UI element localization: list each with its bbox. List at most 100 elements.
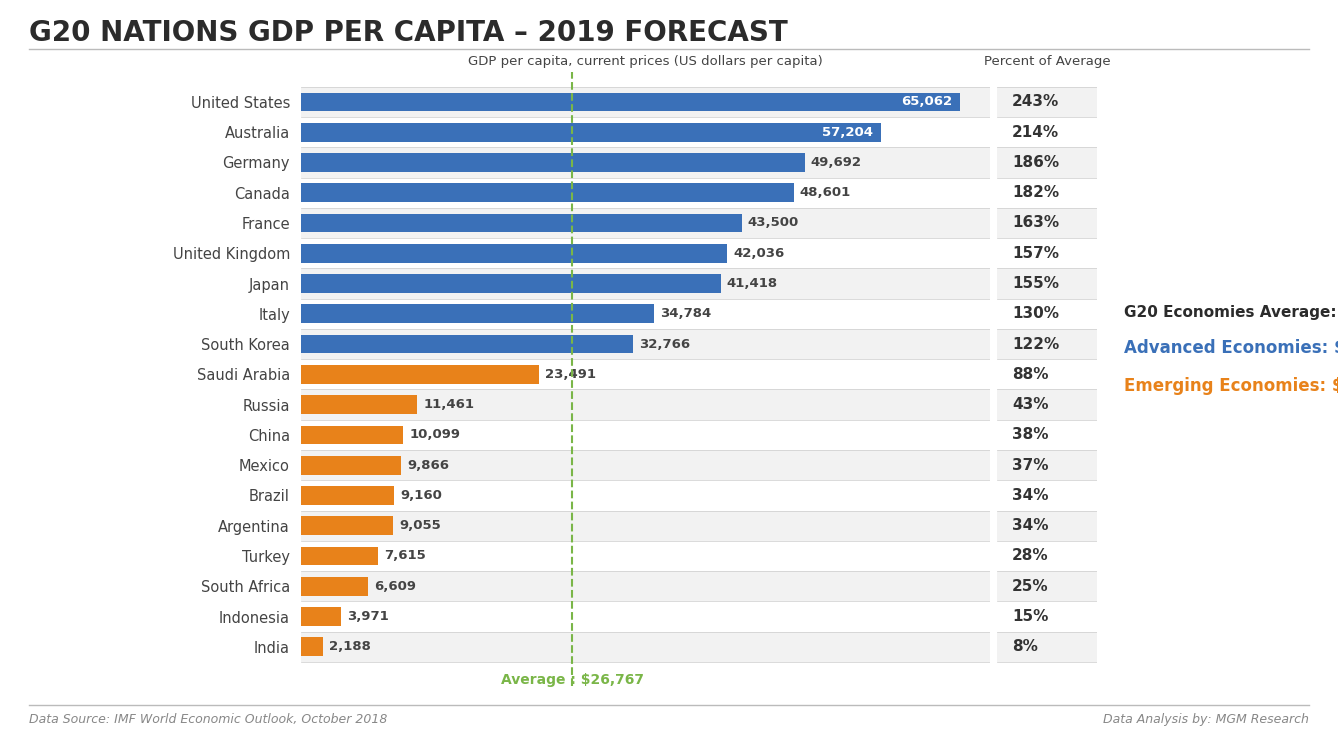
Text: 23,491: 23,491 (545, 368, 597, 381)
Text: 214%: 214% (1012, 124, 1058, 139)
Text: 42,036: 42,036 (733, 247, 784, 260)
Bar (997, 390, 1097, 420)
Bar (0, 87, 990, 117)
Bar (301, 365, 539, 384)
Bar (997, 632, 1097, 662)
Text: 2,188: 2,188 (329, 640, 371, 653)
Bar (0, 147, 990, 178)
Text: 186%: 186% (1012, 155, 1058, 170)
Text: 11,461: 11,461 (423, 398, 474, 411)
Text: 65,062: 65,062 (900, 96, 953, 109)
Bar (997, 359, 1097, 390)
Bar (997, 87, 1097, 117)
Bar (0, 268, 990, 299)
Text: 122%: 122% (1012, 336, 1060, 351)
Text: 3,971: 3,971 (348, 610, 389, 623)
Text: 88%: 88% (1012, 367, 1049, 382)
Bar (301, 425, 403, 444)
Text: 57,204: 57,204 (822, 126, 872, 139)
Bar (301, 395, 417, 414)
Text: 34%: 34% (1012, 488, 1049, 503)
Bar (997, 450, 1097, 480)
Text: 130%: 130% (1012, 306, 1058, 321)
Text: 9,055: 9,055 (399, 520, 440, 532)
Text: 157%: 157% (1012, 246, 1058, 261)
Text: Average : $26,767: Average : $26,767 (500, 673, 644, 687)
Bar (997, 117, 1097, 147)
Bar (0, 602, 990, 632)
Bar (0, 178, 990, 208)
Bar (0, 450, 990, 480)
Text: 28%: 28% (1012, 548, 1049, 563)
Bar (301, 516, 393, 535)
Bar (301, 607, 341, 626)
Bar (997, 178, 1097, 208)
Bar (0, 359, 990, 390)
Bar (997, 238, 1097, 268)
Text: 43,500: 43,500 (748, 216, 799, 229)
Text: 43%: 43% (1012, 397, 1049, 412)
Bar (997, 541, 1097, 571)
Bar (301, 274, 721, 293)
Bar (0, 510, 990, 541)
Text: G20 Economies Average:: G20 Economies Average: (1124, 305, 1337, 320)
Bar (0, 571, 990, 602)
Bar (997, 480, 1097, 510)
Bar (0, 390, 990, 420)
Text: Emerging Economies: $9,351: Emerging Economies: $9,351 (1124, 377, 1338, 394)
Bar (0, 541, 990, 571)
Bar (0, 238, 990, 268)
Bar (301, 455, 401, 474)
Text: 8%: 8% (1012, 639, 1038, 654)
Text: 7,615: 7,615 (384, 550, 425, 562)
Bar (301, 577, 368, 596)
Bar (301, 183, 793, 202)
Bar (301, 305, 653, 323)
Text: 37%: 37% (1012, 458, 1049, 473)
Text: G20 NATIONS GDP PER CAPITA – 2019 FORECAST: G20 NATIONS GDP PER CAPITA – 2019 FORECA… (29, 19, 788, 47)
Text: 25%: 25% (1012, 579, 1049, 593)
Bar (997, 420, 1097, 450)
Bar (0, 117, 990, 147)
Bar (0, 329, 990, 359)
Text: 41,418: 41,418 (727, 277, 777, 290)
Text: 15%: 15% (1012, 609, 1048, 624)
Bar (301, 93, 961, 112)
Text: 9,160: 9,160 (400, 489, 442, 502)
Bar (301, 213, 741, 232)
Text: Percent of Average: Percent of Average (983, 55, 1111, 68)
Text: 9,866: 9,866 (407, 458, 450, 472)
Bar (301, 123, 880, 142)
Text: 163%: 163% (1012, 216, 1058, 231)
Bar (997, 147, 1097, 178)
Text: Advanced Economies: $46,118: Advanced Economies: $46,118 (1124, 339, 1338, 357)
Bar (301, 335, 633, 354)
Bar (997, 510, 1097, 541)
Bar (301, 244, 727, 262)
Text: 34,784: 34,784 (660, 308, 710, 320)
Text: GDP per capita, current prices (US dollars per capita): GDP per capita, current prices (US dolla… (468, 55, 823, 68)
Bar (997, 571, 1097, 602)
Text: Data Analysis by: MGM Research: Data Analysis by: MGM Research (1103, 713, 1309, 725)
Bar (997, 208, 1097, 238)
Bar (0, 420, 990, 450)
Bar (0, 480, 990, 510)
Bar (301, 637, 324, 656)
Bar (997, 299, 1097, 329)
Bar (0, 208, 990, 238)
Text: 6,609: 6,609 (375, 580, 416, 593)
Bar (301, 153, 804, 172)
Text: 34%: 34% (1012, 518, 1049, 533)
Text: 48,601: 48,601 (800, 186, 851, 199)
Bar (997, 602, 1097, 632)
Text: 155%: 155% (1012, 276, 1058, 291)
Bar (997, 268, 1097, 299)
Bar (0, 299, 990, 329)
Text: 182%: 182% (1012, 185, 1058, 201)
Text: 32,766: 32,766 (640, 338, 690, 351)
Text: 38%: 38% (1012, 428, 1049, 443)
Bar (301, 547, 379, 566)
Bar (0, 632, 990, 662)
Text: 10,099: 10,099 (409, 428, 460, 441)
Bar (997, 329, 1097, 359)
